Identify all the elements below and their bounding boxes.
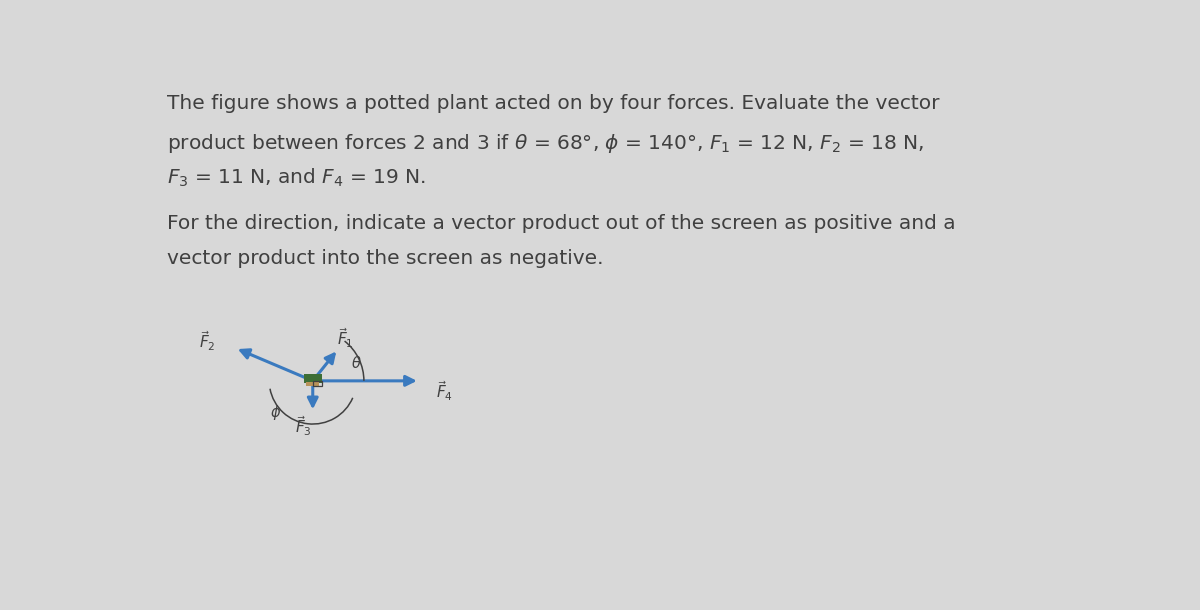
Text: For the direction, indicate a vector product out of the screen as positive and a: For the direction, indicate a vector pro… [167,214,955,233]
Text: $\vec{F}_4$: $\vec{F}_4$ [437,379,454,403]
Text: $\vec{F}_3$: $\vec{F}_3$ [295,414,312,438]
Bar [313,381,322,386]
Bar [304,374,322,382]
Text: product between forces 2 and 3 if $\theta$ = 68°, $\phi$ = 140°, $\it{F}_1$ = 12: product between forces 2 and 3 if $\thet… [167,132,924,155]
Bar [306,382,319,386]
Text: The figure shows a potted plant acted on by four forces. Evaluate the vector: The figure shows a potted plant acted on… [167,95,940,113]
Text: $\theta$: $\theta$ [350,355,361,371]
Text: $\vec{F}_2$: $\vec{F}_2$ [199,329,216,353]
Text: $\vec{F}_1$: $\vec{F}_1$ [337,326,354,350]
Text: $\it{F}_3$ = 11 N, and $\it{F}_4$ = 19 N.: $\it{F}_3$ = 11 N, and $\it{F}_4$ = 19 N… [167,167,426,190]
Text: $\phi$: $\phi$ [270,403,282,422]
Text: vector product into the screen as negative.: vector product into the screen as negati… [167,249,604,268]
